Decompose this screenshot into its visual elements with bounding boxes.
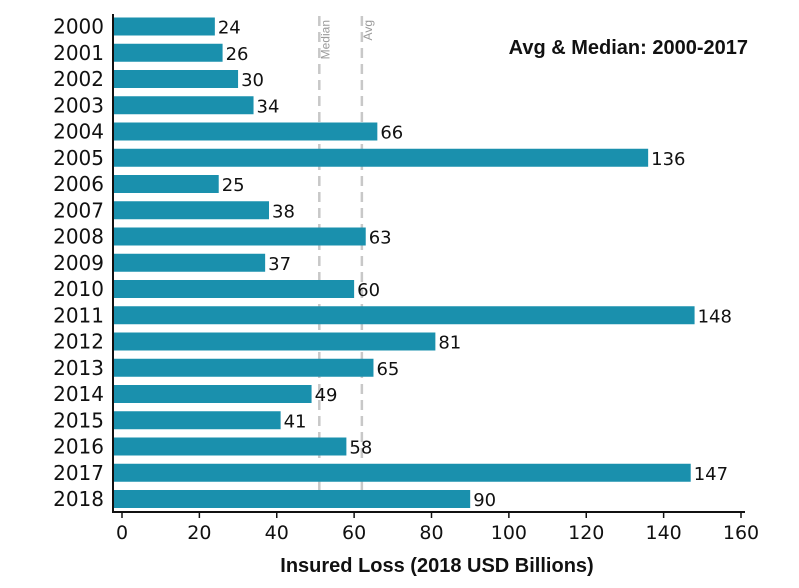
ref-label-median: Median <box>318 20 332 59</box>
year-label-2018: 2018 <box>53 487 104 511</box>
x-tick-label-0: 0 <box>116 522 128 544</box>
year-label-2001: 2001 <box>53 41 104 65</box>
x-tick-label-60: 60 <box>342 522 366 544</box>
reference-lines: Median Avg <box>318 16 375 510</box>
year-label-2009: 2009 <box>53 251 104 275</box>
labels: 2000 24 2001 26 2002 30 2003 34 2004 66 2005 136 200… <box>53 15 732 512</box>
bar-2003 <box>114 96 254 115</box>
chart-title: Avg & Median: 2000-2017 <box>509 37 748 59</box>
bar-2002 <box>114 70 239 88</box>
year-label-2017: 2017 <box>53 461 104 485</box>
x-tick-label-140: 140 <box>645 522 681 544</box>
x-tick-label-40: 40 <box>265 522 289 544</box>
bar-2017 <box>114 463 691 482</box>
value-label-2003: 34 <box>257 96 280 117</box>
year-label-2003: 2003 <box>53 93 104 117</box>
bar-2007 <box>114 201 270 220</box>
bar-2011 <box>114 306 695 325</box>
bar-2000 <box>114 17 215 36</box>
bar-2001 <box>114 43 223 62</box>
value-label-2000: 24 <box>218 18 241 39</box>
x-axis-title: Insured Loss (2018 USD Billions) <box>280 555 593 577</box>
bar-2006 <box>114 175 219 193</box>
value-label-2014: 49 <box>315 385 338 406</box>
value-label-2012: 81 <box>438 333 461 354</box>
x-tick-label-100: 100 <box>491 522 527 544</box>
bar-2008 <box>114 227 366 246</box>
value-label-2007: 38 <box>272 201 295 222</box>
x-tick-label-20: 20 <box>187 522 211 544</box>
year-label-2006: 2006 <box>53 172 104 196</box>
value-label-2002: 30 <box>241 70 264 91</box>
year-label-2010: 2010 <box>53 277 104 301</box>
value-label-2010: 60 <box>357 280 380 301</box>
bar-2005 <box>114 148 649 167</box>
year-label-2005: 2005 <box>53 146 104 170</box>
value-label-2001: 26 <box>226 44 249 65</box>
year-label-2016: 2016 <box>53 435 104 459</box>
bar-2016 <box>114 437 347 456</box>
bar-2014 <box>114 385 312 403</box>
year-label-2013: 2013 <box>53 356 104 380</box>
x-tick-label-160: 160 <box>723 522 759 544</box>
ref-label-avg: Avg <box>361 20 375 40</box>
bar-2010 <box>114 280 355 298</box>
year-label-2004: 2004 <box>53 120 104 144</box>
value-label-2018: 90 <box>473 490 496 511</box>
value-label-2017: 147 <box>694 464 728 485</box>
year-label-2011: 2011 <box>53 303 104 327</box>
value-label-2009: 37 <box>268 254 291 275</box>
value-label-2004: 66 <box>380 123 403 144</box>
value-label-2008: 63 <box>369 228 392 249</box>
value-label-2016: 58 <box>349 438 372 459</box>
value-label-2013: 65 <box>376 359 399 380</box>
bar-2004 <box>114 122 378 141</box>
year-label-2015: 2015 <box>53 408 104 432</box>
year-label-2012: 2012 <box>53 330 104 354</box>
axes: 0 20 40 60 80 100 120 140 160 <box>112 14 759 544</box>
year-label-2014: 2014 <box>53 382 104 406</box>
value-label-2015: 41 <box>284 411 307 432</box>
bars <box>114 17 695 508</box>
bar-2012 <box>114 332 436 351</box>
year-label-2008: 2008 <box>53 225 104 249</box>
value-label-2006: 25 <box>222 175 245 196</box>
year-label-2000: 2000 <box>53 15 104 39</box>
bar-2013 <box>114 358 374 377</box>
x-tick-label-80: 80 <box>419 522 443 544</box>
year-label-2002: 2002 <box>53 67 104 91</box>
x-tick-label-120: 120 <box>568 522 604 544</box>
value-label-2011: 148 <box>698 306 732 327</box>
value-label-2005: 136 <box>651 149 685 170</box>
year-label-2007: 2007 <box>53 198 104 222</box>
bar-2015 <box>114 411 281 430</box>
bar-2018 <box>114 490 471 508</box>
bar-2009 <box>114 253 266 272</box>
